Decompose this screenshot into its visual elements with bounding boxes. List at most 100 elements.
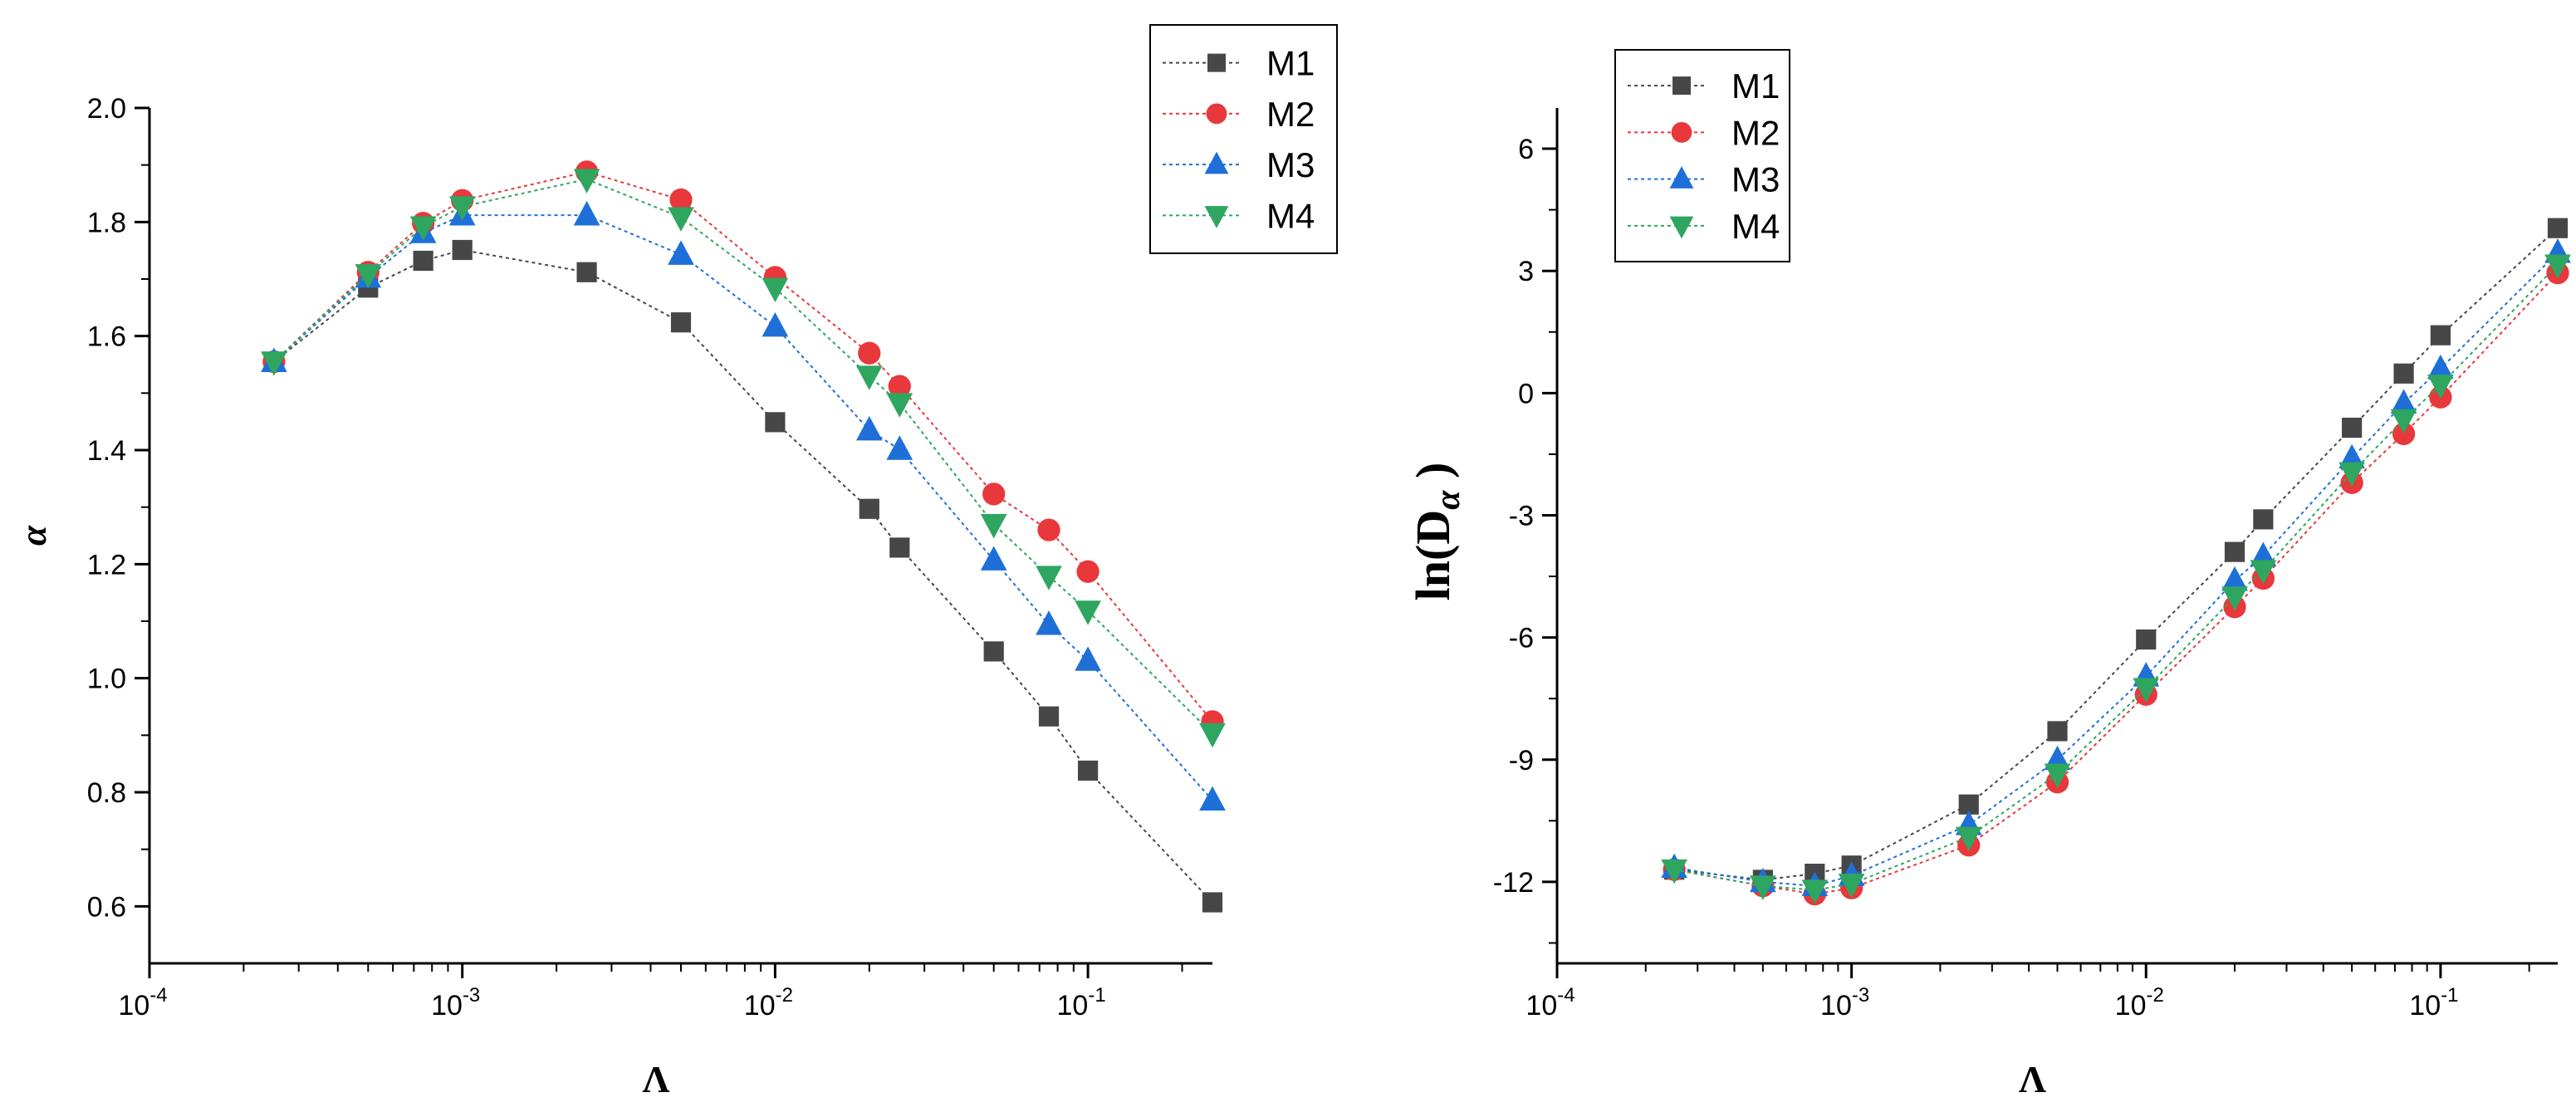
series-m3 bbox=[261, 201, 1226, 811]
data-point-m1 bbox=[2047, 721, 2068, 742]
y-tick-label: 2.0 bbox=[87, 93, 126, 125]
data-point-m4 bbox=[2338, 462, 2365, 487]
legend: M1 M2 M3 M4 bbox=[1614, 49, 1790, 262]
y-tick-label: -6 bbox=[1509, 623, 1534, 654]
data-point-m3 bbox=[980, 546, 1007, 571]
series-line-m4 bbox=[1673, 264, 2559, 891]
y-tick-label: 0.6 bbox=[87, 891, 126, 923]
data-point-m3 bbox=[1036, 610, 1062, 635]
data-point-m2 bbox=[1037, 518, 1060, 541]
data-point-m3 bbox=[886, 435, 913, 460]
y-tick-label: 1.2 bbox=[87, 549, 126, 580]
data-point-m1 bbox=[2224, 541, 2245, 562]
data-point-m3 bbox=[573, 201, 600, 226]
series-line-m3 bbox=[1673, 252, 2559, 887]
data-point-m1 bbox=[1038, 706, 1060, 727]
data-point-m4 bbox=[573, 169, 600, 193]
y-tick-label: 1.4 bbox=[87, 435, 126, 467]
legend-label-m3: M3 bbox=[1266, 145, 1315, 184]
data-point-m1 bbox=[576, 262, 597, 282]
data-point-m4 bbox=[1199, 723, 1226, 748]
legend-marker bbox=[1204, 151, 1229, 174]
data-point-m3 bbox=[2390, 389, 2417, 414]
legend-marker bbox=[1672, 76, 1691, 96]
legend-label-m4: M4 bbox=[1731, 207, 1780, 246]
x-tick-label: 10-2 bbox=[2115, 984, 2164, 1021]
data-point-m4 bbox=[668, 207, 694, 232]
legend-label-m2: M2 bbox=[1731, 113, 1780, 152]
legend-label-m3: M3 bbox=[1731, 160, 1780, 199]
y-tick-label: 1.8 bbox=[87, 207, 126, 238]
legend-marker bbox=[1204, 206, 1229, 228]
data-point-m1 bbox=[1202, 892, 1223, 913]
data-point-m4 bbox=[2250, 560, 2277, 585]
data-point-m1 bbox=[2253, 509, 2274, 530]
data-point-m4 bbox=[409, 216, 437, 241]
series-line-m3 bbox=[273, 214, 1213, 801]
legend-label-m2: M2 bbox=[1266, 95, 1315, 134]
data-point-m1 bbox=[413, 250, 433, 272]
data-point-m3 bbox=[1199, 786, 1226, 811]
series-m1 bbox=[1664, 218, 2569, 890]
data-point-m3 bbox=[762, 311, 789, 337]
series-m4 bbox=[1661, 254, 2571, 904]
data-point-m1 bbox=[889, 537, 910, 558]
data-point-m2 bbox=[1076, 560, 1099, 583]
data-point-m4 bbox=[2221, 586, 2248, 611]
data-point-m1 bbox=[1077, 760, 1099, 781]
x-tick-label: 10-1 bbox=[2409, 984, 2458, 1021]
data-point-m4 bbox=[261, 351, 287, 376]
data-point-m1 bbox=[2547, 218, 2569, 238]
x-tick-label: 10-1 bbox=[1057, 984, 1106, 1021]
series-line-m1 bbox=[273, 248, 1213, 904]
y-axis-title: α bbox=[13, 525, 54, 546]
data-point-m2 bbox=[888, 375, 911, 398]
data-point-m3 bbox=[668, 240, 694, 265]
x-tick-label: 10-4 bbox=[1526, 984, 1574, 1021]
x-axis-title: Λ bbox=[2019, 1058, 2046, 1100]
data-point-m4 bbox=[2044, 763, 2071, 788]
data-point-m4 bbox=[1750, 875, 1776, 900]
legend-marker bbox=[1669, 166, 1694, 189]
data-point-m4 bbox=[2390, 409, 2417, 434]
data-point-m3 bbox=[855, 415, 883, 441]
data-point-m4 bbox=[886, 393, 913, 418]
y-tick-label: 1.6 bbox=[87, 321, 126, 353]
chart-1: 10-4 10-3 10-2 10-1 0.6 0.8 1.0 1.2 1.4 1.6 1.8 2.0… bbox=[13, 24, 1338, 1100]
data-point-m4 bbox=[1075, 600, 1101, 625]
x-axis-title: Λ bbox=[643, 1058, 670, 1100]
data-point-m4 bbox=[1801, 879, 1829, 904]
data-point-m1 bbox=[859, 498, 879, 519]
y-tick-label: -12 bbox=[1493, 867, 1534, 899]
data-point-m4 bbox=[355, 264, 382, 289]
x-tick-label: 10-2 bbox=[744, 984, 793, 1021]
series-m4 bbox=[261, 169, 1226, 748]
data-point-m3 bbox=[2221, 566, 2248, 591]
data-point-m4 bbox=[980, 513, 1007, 539]
y-tick-label: 1.0 bbox=[87, 664, 126, 695]
data-point-m2 bbox=[2392, 422, 2416, 446]
y-tick-label: -3 bbox=[1509, 500, 1534, 532]
legend-marker bbox=[1669, 216, 1694, 239]
data-point-m4 bbox=[2544, 254, 2571, 279]
series-m2 bbox=[1663, 262, 2569, 906]
data-point-m1 bbox=[670, 312, 692, 333]
chart-2: 10-4 10-3 10-2 10-1 -12 -9 -6 -3 0 3 6 Λln(Dα ) M1 M2… bbox=[1406, 49, 2571, 1100]
data-point-m2 bbox=[858, 341, 881, 365]
y-tick-label: 3 bbox=[1518, 256, 1534, 287]
data-point-m1 bbox=[2393, 363, 2414, 384]
legend-label-m4: M4 bbox=[1266, 196, 1315, 235]
data-point-m4 bbox=[2133, 678, 2160, 703]
data-point-m1 bbox=[2342, 417, 2363, 438]
data-point-m4 bbox=[1036, 566, 1062, 590]
y-tick-label: 0.8 bbox=[87, 777, 126, 809]
data-point-m3 bbox=[1075, 646, 1101, 671]
data-point-m1 bbox=[765, 412, 786, 433]
y-tick-label: 6 bbox=[1518, 134, 1534, 165]
y-axis-title: ln(Dα ) bbox=[1406, 463, 1467, 601]
data-point-m1 bbox=[2136, 629, 2157, 650]
legend-marker bbox=[1206, 103, 1227, 125]
legend-label-m1: M1 bbox=[1266, 44, 1315, 83]
data-point-m4 bbox=[1661, 859, 1687, 884]
data-point-m3 bbox=[2427, 354, 2454, 380]
